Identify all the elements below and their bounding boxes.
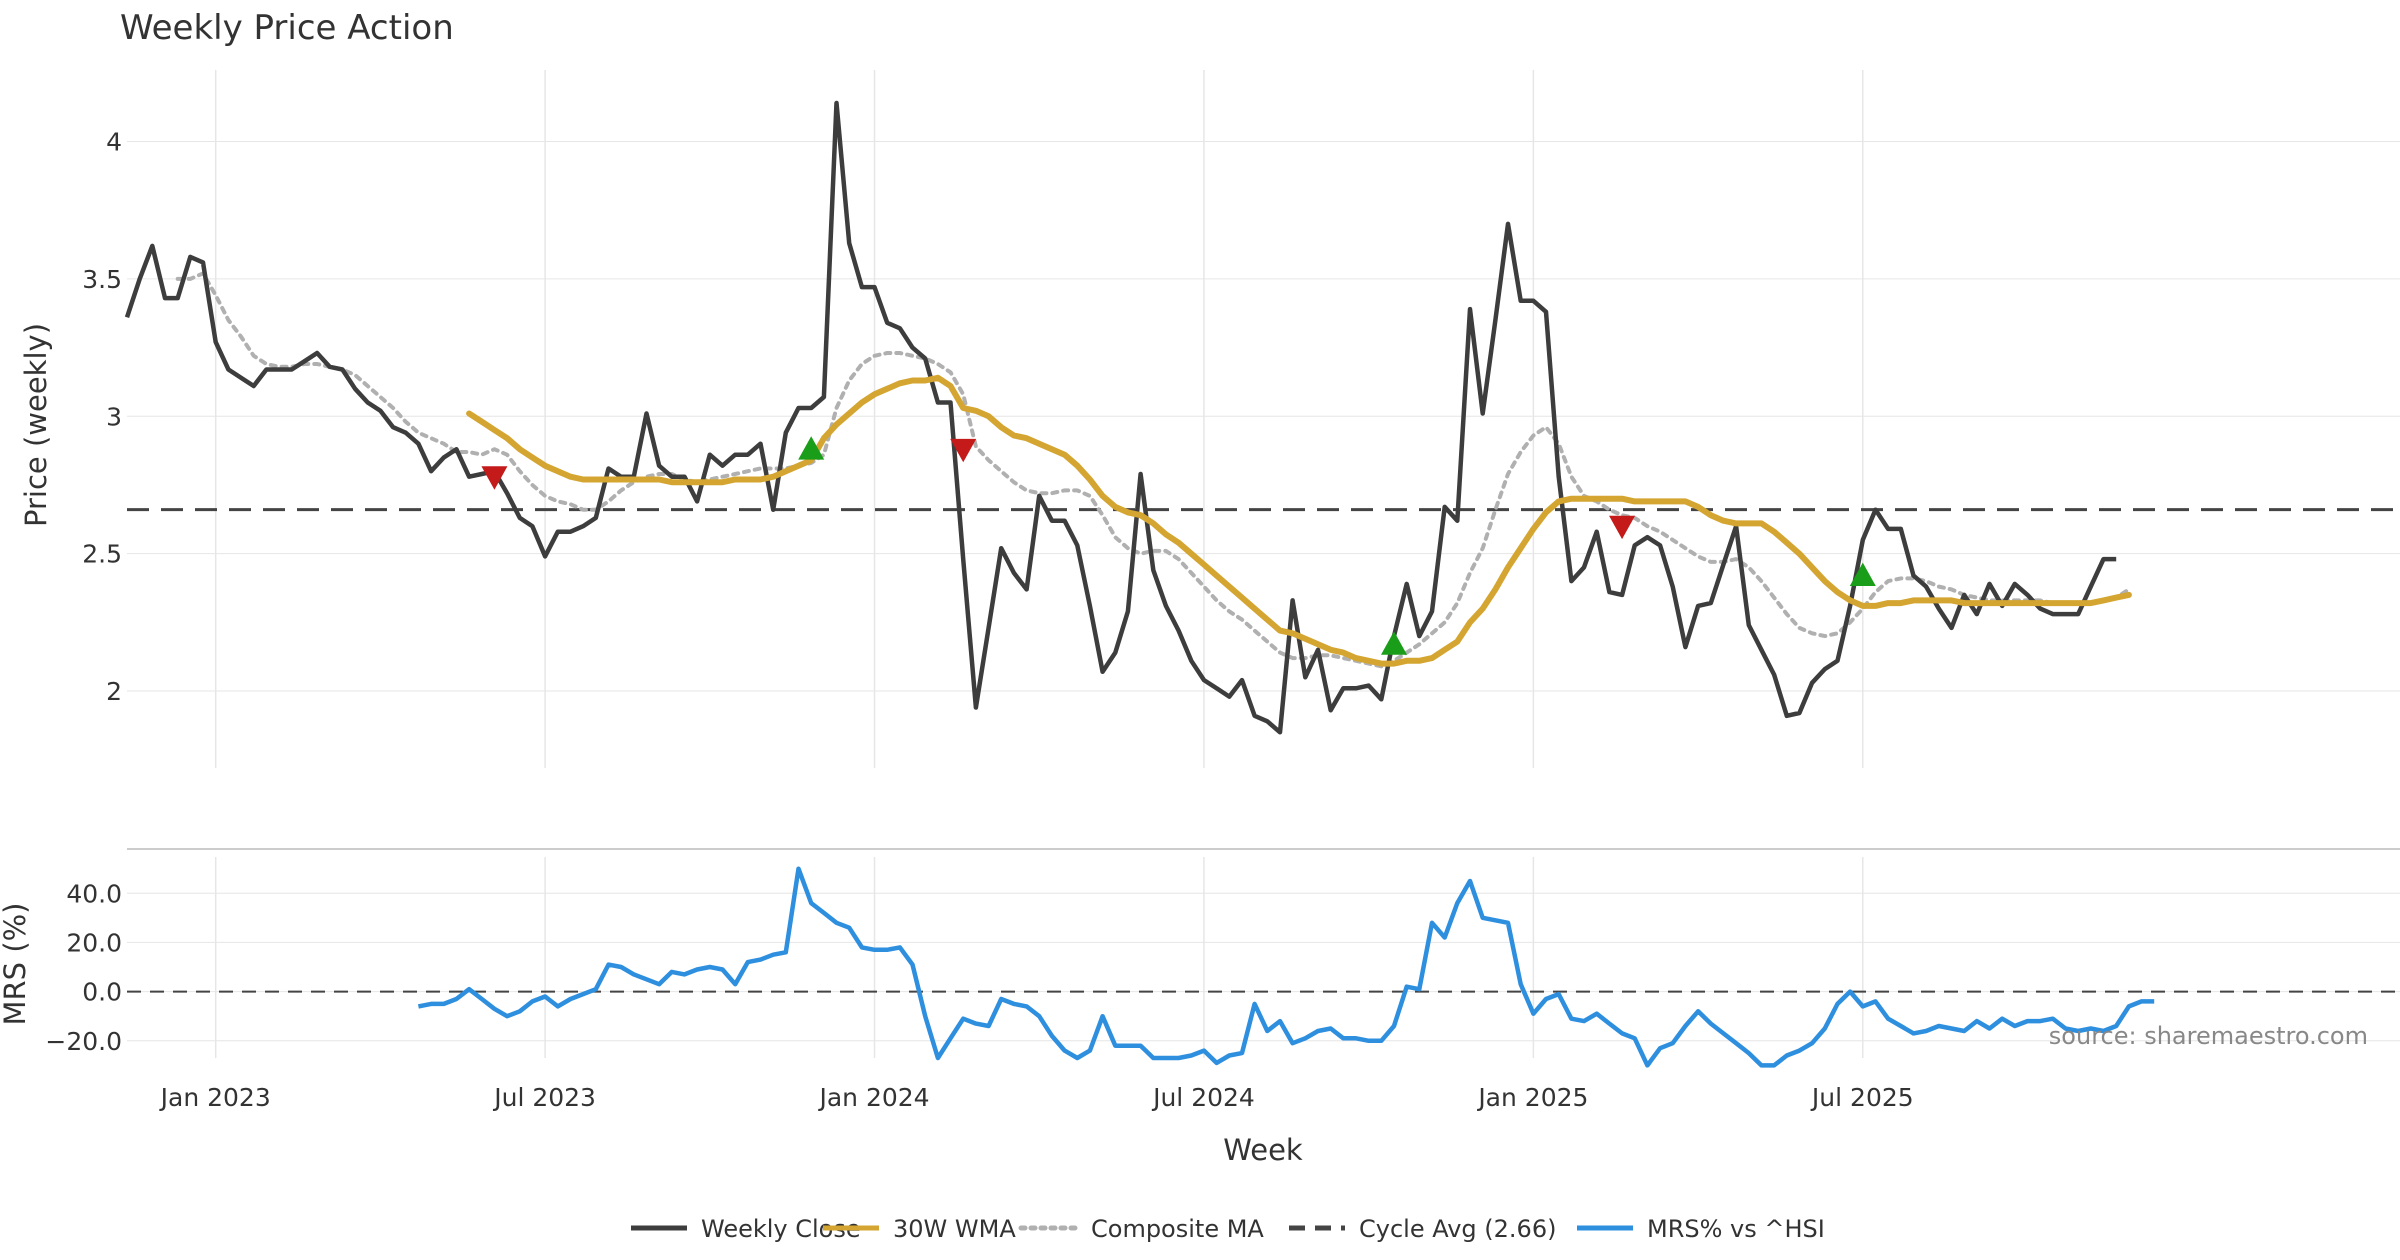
buy-signal-marker (1849, 562, 1876, 587)
sell-signal-marker (1609, 515, 1636, 540)
mrs-y-ticks: −20.0 0.0 20.0 40.0 (45, 879, 122, 1056)
chart-title: Weekly Price Action (120, 8, 454, 48)
mrs-y-tick-label: 20.0 (66, 928, 122, 957)
wma-30w-line (466, 374, 2132, 667)
mrs-panel: −20.0 0.0 20.0 40.0 MRS (%) Jan 2023 Jul 202… (0, 848, 2400, 1167)
price-grid (127, 70, 2400, 768)
x-tick-label: Jan 2025 (1476, 1083, 1588, 1112)
price-y-tick-label: 3.5 (82, 265, 122, 294)
mrs-y-tick-label: 40.0 (66, 879, 122, 908)
legend-label: Cycle Avg (2.66) (1359, 1215, 1556, 1243)
price-y-ticks: 2 2.5 3 3.5 4 (82, 127, 122, 706)
mrs-y-tick-label: 0.0 (82, 978, 122, 1007)
mrs-series (417, 866, 2155, 1068)
mrs-line (417, 866, 2155, 1068)
price-series (124, 100, 2132, 735)
price-y-tick-label: 3 (106, 402, 122, 431)
sell-signal-marker (481, 466, 508, 490)
x-axis-ticks: Jan 2023 Jul 2023 Jan 2024 Jul 2024 Jan 2025… (159, 1083, 1914, 1112)
x-axis-label: Week (1223, 1133, 1303, 1167)
x-tick-label: Jul 2023 (492, 1083, 596, 1112)
chart-legend: Weekly Close 30W WMA Composite MA Cycle Avg… (631, 1215, 1825, 1243)
composite-ma-line (175, 271, 2131, 669)
buy-signal-marker (798, 436, 825, 460)
buy-signal-marker (1381, 631, 1407, 655)
weekly-close-line (124, 100, 2117, 735)
signal-markers (481, 436, 1876, 655)
price-y-tick-label: 4 (106, 127, 122, 156)
source-watermark: source: sharemaestro.com (2049, 1022, 2368, 1050)
price-y-tick-label: 2.5 (82, 540, 122, 569)
x-tick-label: Jan 2023 (159, 1083, 271, 1112)
x-tick-label: Jul 2025 (1810, 1083, 1914, 1112)
legend-label: 30W WMA (893, 1215, 1016, 1243)
price-y-tick-label: 2 (106, 677, 122, 706)
sell-signal-marker (950, 438, 977, 463)
legend-label: Composite MA (1091, 1215, 1264, 1243)
price-y-axis-label: Price (weekly) (19, 323, 53, 527)
mrs-y-tick-label: −20.0 (45, 1027, 122, 1056)
price-panel: 2 2.5 3 3.5 4 Price (weekly) (19, 70, 2400, 768)
x-tick-label: Jan 2024 (817, 1083, 929, 1112)
mrs-y-axis-label: MRS (%) (0, 903, 32, 1026)
legend-label: MRS% vs ^HSI (1647, 1215, 1825, 1243)
x-tick-label: Jul 2024 (1151, 1083, 1255, 1112)
